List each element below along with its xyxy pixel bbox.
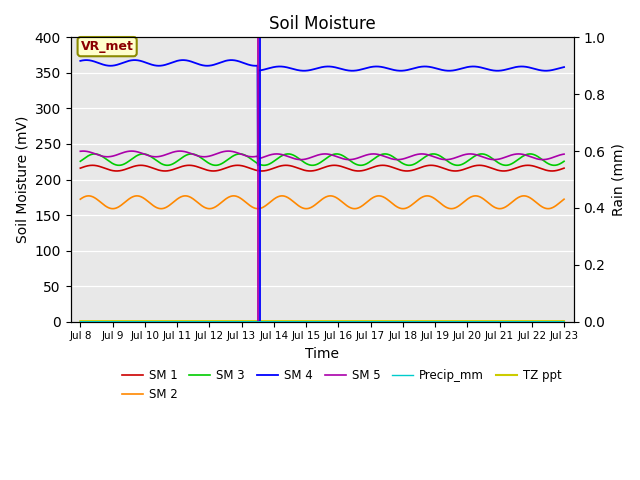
TZ ppt bbox=[397, 318, 404, 324]
Title: Soil Moisture: Soil Moisture bbox=[269, 15, 376, 33]
SM 3 bbox=[172, 159, 180, 165]
SM 5 bbox=[504, 154, 511, 159]
TZ ppt bbox=[184, 318, 192, 324]
SM 5 bbox=[239, 152, 246, 157]
Y-axis label: Rain (mm): Rain (mm) bbox=[611, 143, 625, 216]
Precip_mm bbox=[460, 319, 468, 324]
SM 2 bbox=[172, 197, 180, 203]
SM 1 bbox=[77, 165, 84, 171]
SM 4 bbox=[239, 60, 246, 65]
Precip_mm bbox=[77, 319, 84, 324]
SM 1 bbox=[239, 163, 246, 168]
SM 5 bbox=[461, 152, 468, 157]
SM 2 bbox=[397, 205, 405, 211]
Text: VR_met: VR_met bbox=[81, 40, 134, 53]
SM 4 bbox=[173, 58, 180, 64]
Precip_mm bbox=[184, 319, 192, 324]
SM 1 bbox=[88, 162, 96, 168]
SM 2 bbox=[184, 193, 192, 199]
SM 2 bbox=[504, 203, 511, 209]
SM 4 bbox=[184, 58, 192, 63]
SM 1 bbox=[460, 167, 468, 172]
SM 3 bbox=[504, 162, 511, 168]
SM 2 bbox=[238, 196, 246, 202]
SM 3 bbox=[238, 151, 246, 157]
Y-axis label: Soil Moisture (mV): Soil Moisture (mV) bbox=[15, 116, 29, 243]
Precip_mm bbox=[172, 319, 180, 324]
SM 2 bbox=[326, 193, 334, 199]
Precip_mm bbox=[503, 319, 511, 324]
SM 4 bbox=[397, 68, 405, 73]
SM 5 bbox=[184, 150, 192, 156]
TZ ppt bbox=[460, 318, 468, 324]
Legend: SM 1, SM 2, SM 3, SM 4, SM 5, Precip_mm, TZ ppt: SM 1, SM 2, SM 3, SM 4, SM 5, Precip_mm,… bbox=[117, 365, 566, 406]
SM 4 bbox=[504, 66, 511, 72]
SM 2 bbox=[77, 196, 84, 202]
SM 4 bbox=[560, 64, 568, 70]
SM 3 bbox=[502, 162, 509, 168]
TZ ppt bbox=[172, 318, 180, 324]
TZ ppt bbox=[503, 318, 511, 324]
SM 5 bbox=[77, 148, 84, 154]
SM 4 bbox=[83, 57, 90, 63]
Precip_mm bbox=[238, 319, 246, 324]
Line: SM 5: SM 5 bbox=[81, 151, 564, 160]
SM 3 bbox=[478, 151, 486, 157]
SM 1 bbox=[184, 162, 192, 168]
SM 1 bbox=[560, 165, 568, 171]
TZ ppt bbox=[77, 318, 84, 324]
SM 2 bbox=[461, 199, 468, 204]
Precip_mm bbox=[560, 319, 568, 324]
SM 2 bbox=[560, 196, 568, 202]
SM 5 bbox=[225, 148, 232, 154]
SM 4 bbox=[77, 58, 84, 64]
SM 2 bbox=[351, 206, 358, 212]
SM 3 bbox=[77, 158, 84, 164]
X-axis label: Time: Time bbox=[305, 347, 339, 361]
SM 5 bbox=[560, 151, 568, 157]
Line: SM 3: SM 3 bbox=[81, 154, 564, 165]
SM 1 bbox=[397, 168, 405, 173]
SM 3 bbox=[460, 161, 468, 167]
SM 4 bbox=[254, 162, 262, 168]
Precip_mm bbox=[397, 319, 404, 324]
Line: SM 1: SM 1 bbox=[81, 165, 564, 171]
SM 1 bbox=[548, 168, 556, 174]
SM 4 bbox=[461, 65, 468, 71]
SM 5 bbox=[172, 148, 180, 154]
SM 3 bbox=[397, 159, 404, 165]
SM 3 bbox=[560, 158, 568, 164]
TZ ppt bbox=[560, 318, 568, 324]
SM 3 bbox=[184, 152, 192, 157]
TZ ppt bbox=[238, 318, 246, 324]
SM 1 bbox=[503, 168, 511, 174]
SM 1 bbox=[173, 166, 180, 171]
Line: SM 4: SM 4 bbox=[81, 60, 564, 165]
SM 5 bbox=[297, 157, 305, 163]
Line: SM 2: SM 2 bbox=[81, 196, 564, 209]
SM 5 bbox=[397, 156, 405, 162]
